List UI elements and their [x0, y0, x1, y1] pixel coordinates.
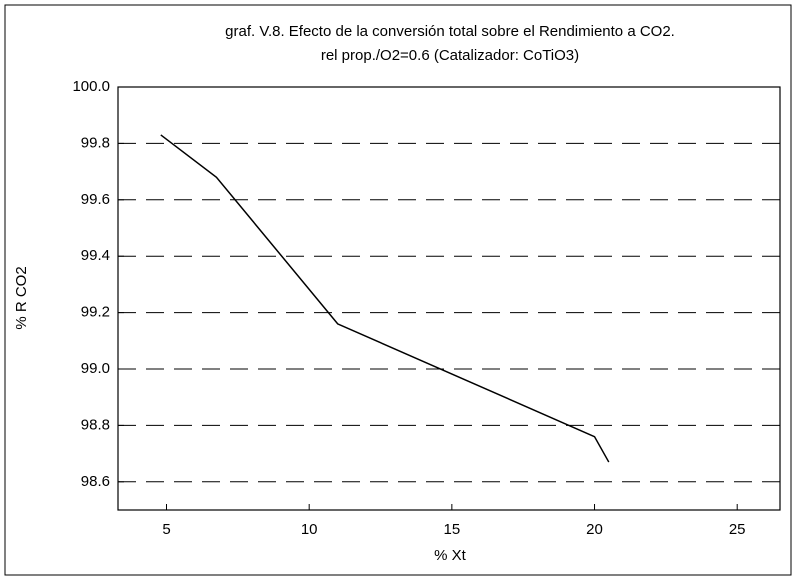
data-line [160, 134, 610, 463]
x-tick-label: 10 [301, 521, 318, 538]
chart-title: graf. V.8. Efecto de la conversión total… [225, 23, 675, 40]
y-tick-label: 100.0 [72, 78, 110, 95]
y-tick-label: 99.4 [81, 247, 110, 264]
x-tick-label: 20 [586, 521, 603, 538]
y-tick-label: 99.2 [81, 304, 110, 321]
x-tick-label: 15 [444, 521, 461, 538]
y-tick-label: 99.6 [81, 191, 110, 208]
y-tick-label: 98.8 [81, 416, 110, 433]
frame [4, 4, 792, 576]
x-axis-label: % Xt [434, 547, 467, 564]
x-tick-label: 5 [162, 521, 170, 538]
x-tick-label: 25 [729, 521, 746, 538]
y-tick-label: 99.8 [81, 134, 110, 151]
chart-subtitle: rel prop./O2=0.6 (Catalizador: CoTiO3) [321, 47, 579, 64]
y-tick-label: 99.0 [81, 360, 110, 377]
y-axis-label: % R CO2 [13, 266, 30, 329]
y-tick-label: 98.6 [81, 473, 110, 490]
plot-area [117, 86, 781, 511]
